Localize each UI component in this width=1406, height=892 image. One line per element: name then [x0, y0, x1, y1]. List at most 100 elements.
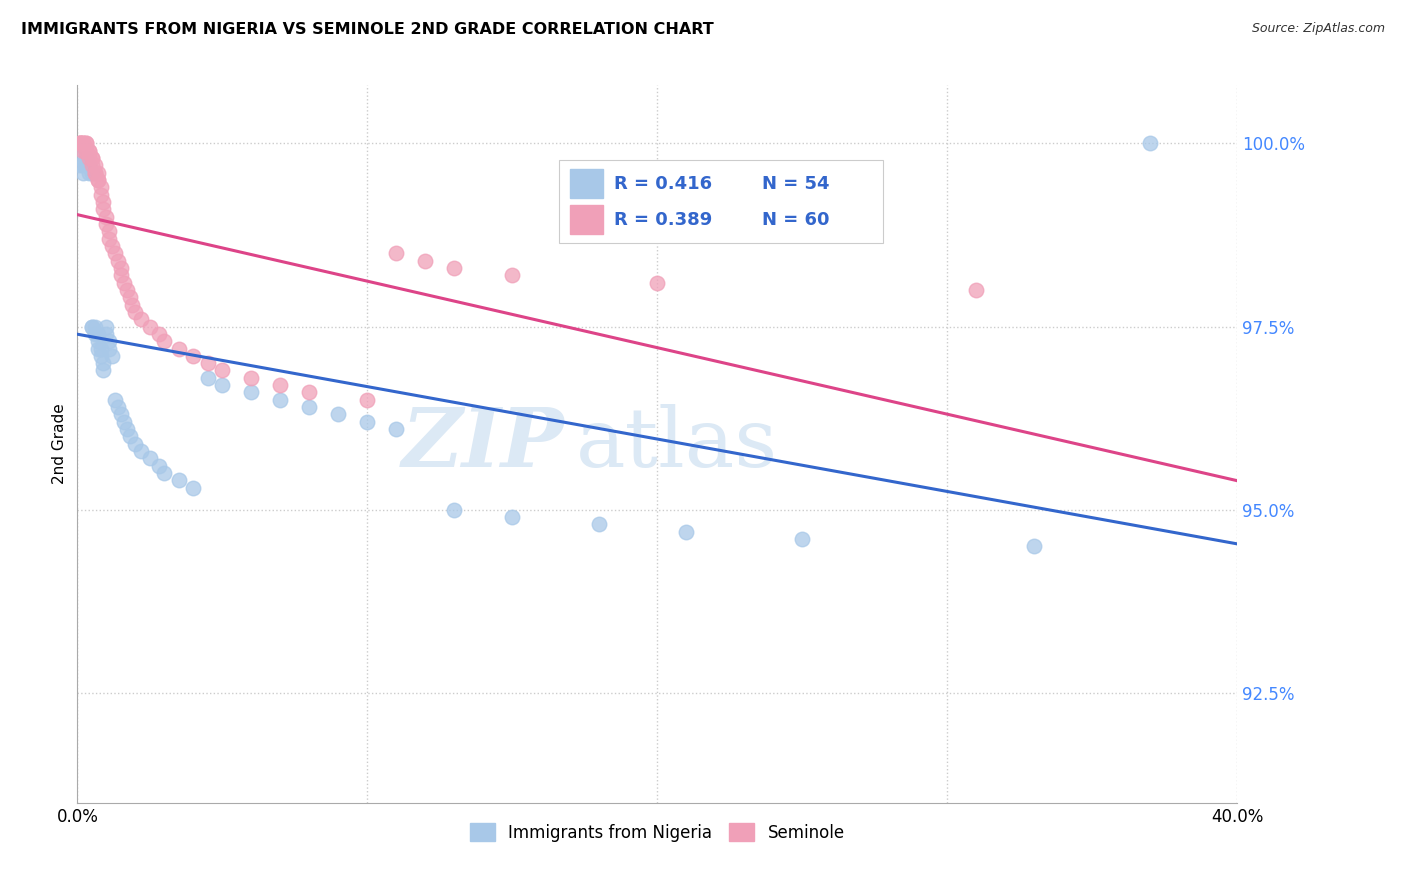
Point: [75, 136, 97, 151]
Point: [72, 144, 94, 158]
Point: [83, 326, 105, 341]
Text: N = 60: N = 60: [762, 211, 830, 228]
Point: [98, 342, 121, 356]
Bar: [571, 205, 603, 234]
Point: [80, 319, 103, 334]
Point: [93, 202, 115, 217]
Point: [197, 356, 219, 370]
Point: [83, 166, 105, 180]
Y-axis label: 2nd Grade: 2nd Grade: [52, 403, 67, 484]
Point: [77, 166, 100, 180]
Point: [96, 326, 118, 341]
Point: [75, 144, 97, 158]
Point: [118, 429, 141, 443]
Point: [118, 290, 141, 304]
Point: [80, 151, 103, 165]
Point: [139, 451, 162, 466]
Point: [96, 217, 118, 231]
Point: [110, 408, 132, 422]
Point: [965, 283, 987, 297]
Point: [124, 305, 146, 319]
Point: [129, 312, 152, 326]
Point: [86, 173, 108, 187]
Point: [167, 342, 190, 356]
Point: [93, 356, 115, 370]
Point: [240, 371, 263, 385]
Point: [269, 392, 291, 407]
Point: [69, 136, 91, 151]
Point: [75, 158, 97, 172]
Point: [77, 158, 100, 172]
Point: [72, 136, 94, 151]
Point: [240, 385, 263, 400]
Text: atlas: atlas: [576, 404, 779, 483]
Bar: [571, 169, 603, 198]
Point: [98, 334, 121, 348]
Point: [129, 444, 152, 458]
Point: [153, 466, 176, 480]
Point: [98, 231, 121, 245]
Point: [90, 180, 111, 194]
Point: [75, 151, 97, 165]
Point: [75, 158, 97, 172]
Legend: Immigrants from Nigeria, Seminole: Immigrants from Nigeria, Seminole: [464, 817, 851, 848]
Point: [792, 532, 814, 546]
Point: [501, 268, 523, 283]
Text: N = 54: N = 54: [762, 175, 830, 193]
Point: [124, 436, 146, 450]
Point: [139, 319, 162, 334]
Point: [86, 173, 108, 187]
Point: [104, 246, 127, 260]
Point: [75, 136, 97, 151]
Point: [269, 378, 291, 392]
Point: [443, 502, 465, 516]
Text: IMMIGRANTS FROM NIGERIA VS SEMINOLE 2ND GRADE CORRELATION CHART: IMMIGRANTS FROM NIGERIA VS SEMINOLE 2ND …: [21, 22, 714, 37]
Point: [96, 210, 118, 224]
Point: [80, 319, 103, 334]
Point: [110, 260, 132, 275]
Point: [77, 144, 100, 158]
Point: [675, 524, 697, 539]
Point: [83, 166, 105, 180]
Point: [197, 371, 219, 385]
Point: [69, 151, 91, 165]
Point: [112, 415, 135, 429]
Point: [101, 349, 124, 363]
Point: [153, 334, 176, 348]
Point: [112, 276, 135, 290]
Point: [385, 422, 408, 436]
Point: [501, 510, 523, 524]
Point: [83, 158, 105, 172]
Text: R = 0.389: R = 0.389: [614, 211, 713, 228]
Point: [90, 187, 111, 202]
Point: [183, 349, 205, 363]
Point: [83, 319, 105, 334]
Point: [115, 422, 138, 436]
Point: [328, 408, 350, 422]
Point: [647, 276, 669, 290]
Point: [90, 349, 111, 363]
Point: [356, 415, 378, 429]
Point: [77, 144, 100, 158]
Point: [86, 326, 108, 341]
Point: [72, 166, 94, 180]
Point: [110, 268, 132, 283]
Point: [167, 474, 190, 488]
Point: [80, 158, 103, 172]
Point: [115, 283, 138, 297]
Point: [93, 194, 115, 209]
Point: [385, 246, 408, 260]
Point: [298, 385, 321, 400]
Point: [80, 151, 103, 165]
Point: [96, 319, 118, 334]
Point: [107, 253, 129, 268]
Point: [80, 166, 103, 180]
Text: Source: ZipAtlas.com: Source: ZipAtlas.com: [1251, 22, 1385, 36]
Point: [298, 400, 321, 414]
Point: [101, 239, 124, 253]
Text: ZIP: ZIP: [402, 404, 565, 483]
Point: [69, 136, 91, 151]
Point: [211, 378, 233, 392]
Point: [72, 136, 94, 151]
Point: [588, 517, 610, 532]
